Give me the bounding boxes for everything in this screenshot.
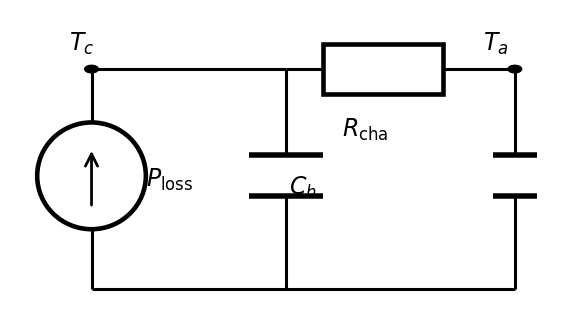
Text: $R_{\mathrm{cha}}$: $R_{\mathrm{cha}}$	[342, 117, 388, 143]
Text: $T_a$: $T_a$	[483, 30, 509, 57]
Circle shape	[85, 65, 98, 73]
Text: $T_c$: $T_c$	[69, 30, 94, 57]
Ellipse shape	[37, 122, 146, 229]
Circle shape	[508, 65, 522, 73]
Text: $C_h$: $C_h$	[289, 175, 317, 201]
Bar	[323, 44, 443, 94]
Text: $P_{\mathrm{loss}}$: $P_{\mathrm{loss}}$	[146, 167, 193, 193]
